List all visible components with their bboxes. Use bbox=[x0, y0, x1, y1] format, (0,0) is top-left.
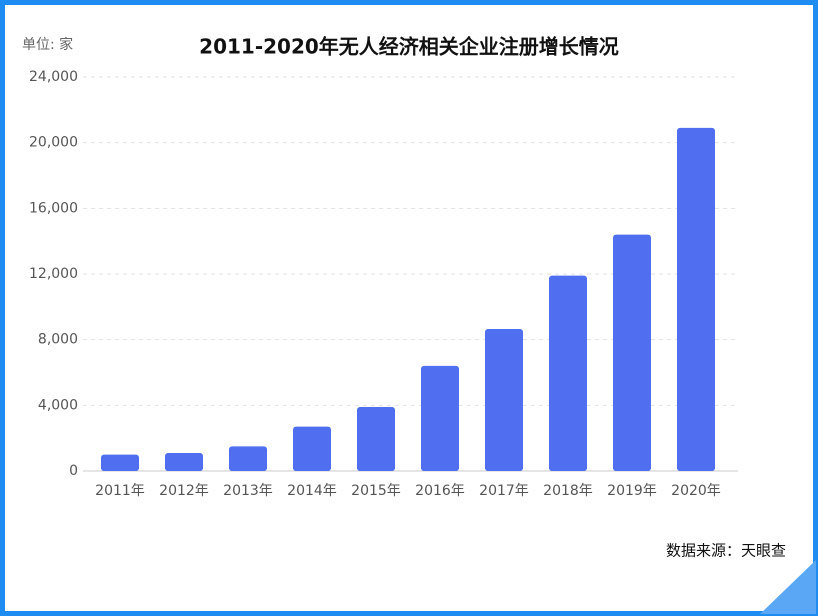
y-tick-label: 0 bbox=[69, 463, 78, 479]
x-tick-label: 2011年 bbox=[95, 483, 145, 499]
corner-decoration bbox=[760, 560, 816, 614]
x-tick-label: 2020年 bbox=[671, 483, 721, 499]
unit-label: 单位: 家 bbox=[22, 36, 73, 53]
x-tick-label: 2015年 bbox=[351, 483, 401, 499]
x-tick-label: 2019年 bbox=[607, 483, 657, 499]
y-tick-label: 16,000 bbox=[29, 200, 78, 216]
x-tick-label: 2016年 bbox=[415, 483, 465, 499]
bar bbox=[229, 446, 267, 471]
x-tick-label: 2018年 bbox=[543, 483, 593, 499]
y-tick-label: 8,000 bbox=[38, 332, 78, 348]
y-tick-label: 4,000 bbox=[38, 397, 78, 413]
source: 数据来源：天眼查 bbox=[666, 542, 786, 560]
bar bbox=[101, 454, 139, 471]
bar bbox=[357, 406, 395, 471]
bar bbox=[485, 328, 523, 471]
x-tick-label: 2014年 bbox=[287, 483, 337, 499]
x-tick-label: 2017年 bbox=[479, 483, 529, 499]
y-tick-label: 24,000 bbox=[29, 69, 78, 85]
x-tick-label: 2012年 bbox=[159, 483, 209, 499]
bar bbox=[165, 452, 203, 471]
bar bbox=[613, 234, 651, 471]
x-tick-label: 2013年 bbox=[223, 483, 273, 499]
y-tick-label: 12,000 bbox=[29, 266, 78, 282]
bar bbox=[293, 426, 331, 471]
bar bbox=[549, 275, 587, 471]
bar bbox=[421, 365, 459, 471]
chart-title: 2011-2020年无人经济相关企业注册增长情况 bbox=[199, 35, 619, 59]
bar bbox=[677, 127, 715, 472]
y-tick-label: 20,000 bbox=[29, 135, 78, 151]
